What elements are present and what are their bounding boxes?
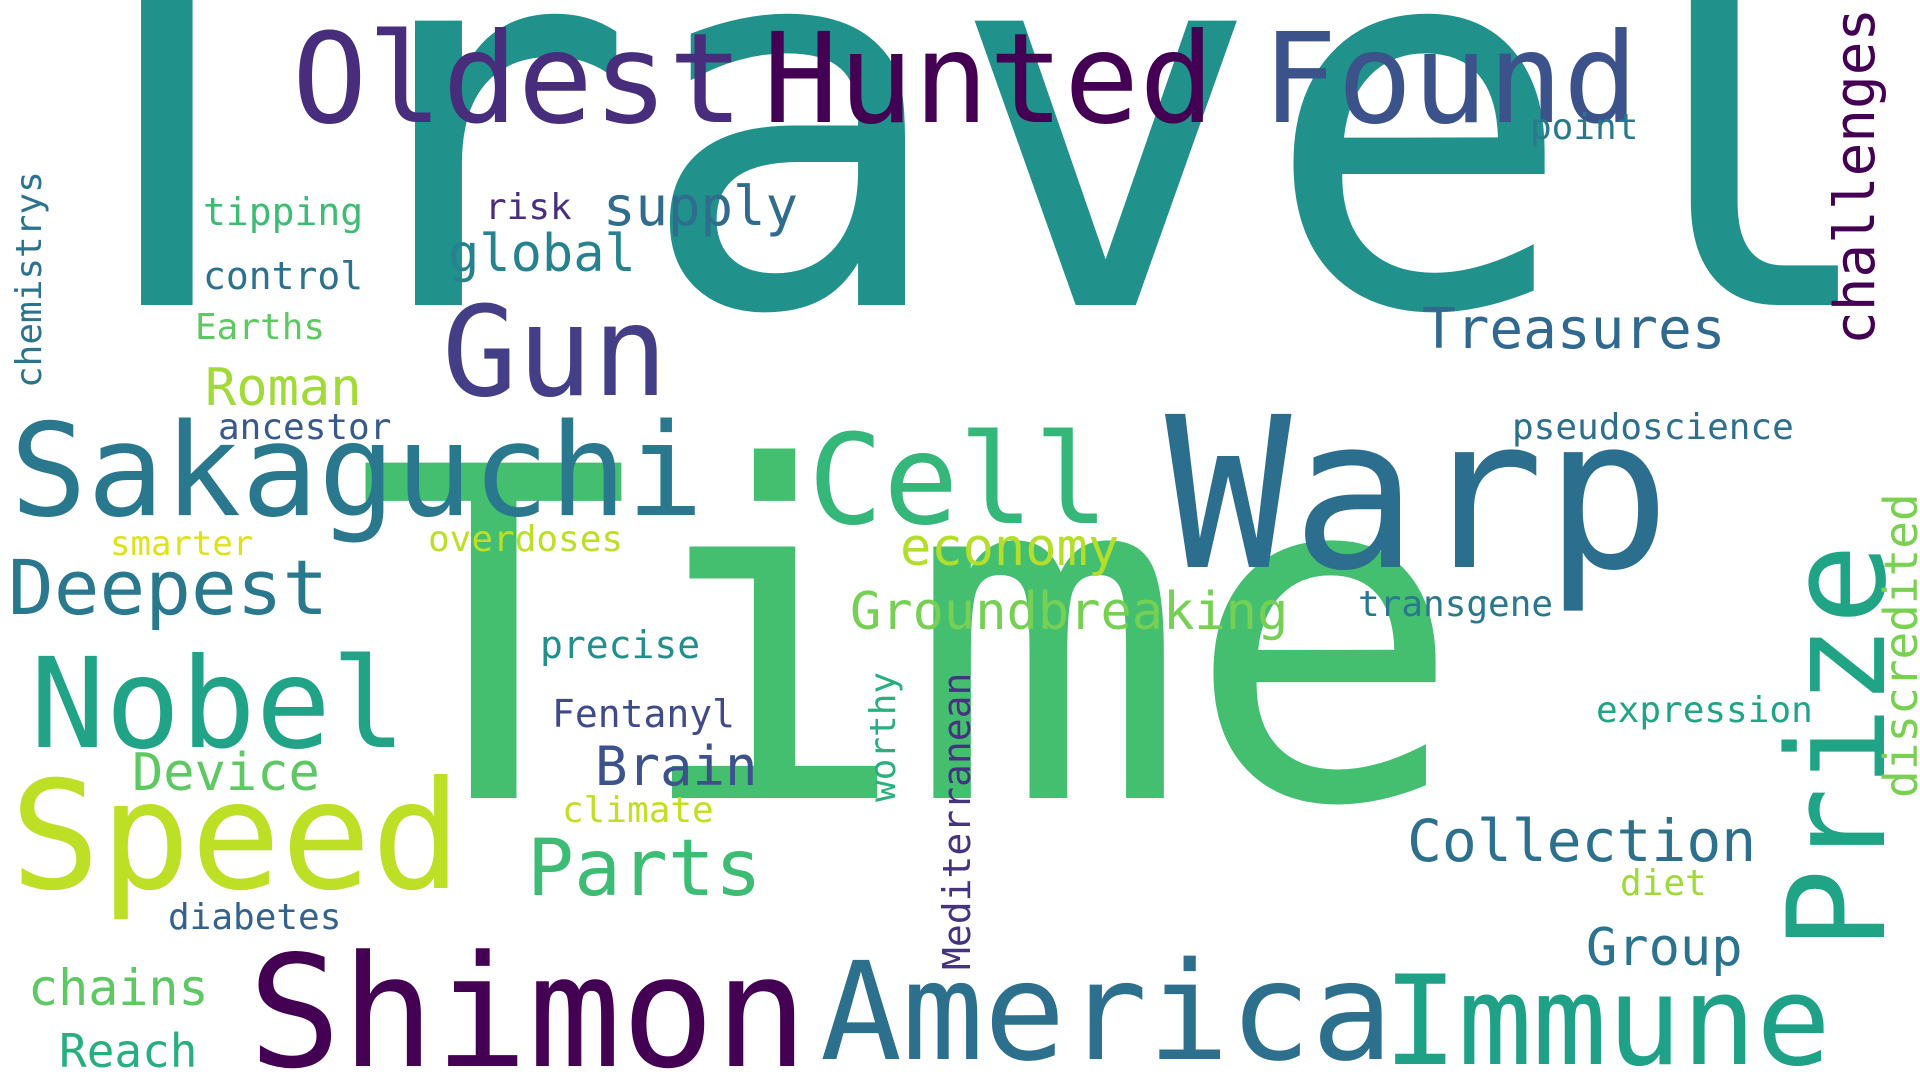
- word-gun: Gun: [442, 280, 668, 425]
- word-smarter: smarter: [110, 524, 254, 564]
- word-chains: chains: [28, 959, 209, 1017]
- word-roman: Roman: [205, 358, 362, 418]
- word-expression: expression: [1596, 690, 1813, 731]
- word-climate: climate: [562, 790, 714, 831]
- word-cell: Cell: [808, 408, 1110, 553]
- word-risk: risk: [485, 187, 572, 228]
- word-control: control: [203, 254, 364, 298]
- word-collection: Collection: [1407, 807, 1757, 875]
- word-ancestor: ancestor: [218, 407, 392, 448]
- word-group: Group: [1586, 918, 1743, 978]
- word-fentanyl: Fentanyl: [552, 692, 736, 736]
- word-tipping: tipping: [203, 190, 364, 234]
- word-discredited: discredited: [1874, 493, 1920, 798]
- word-hunted: Hunted: [763, 7, 1215, 152]
- word-supply: supply: [603, 175, 799, 238]
- word-chemistrys: chemistrys: [9, 171, 50, 388]
- word-challenges: challenges: [1823, 7, 1888, 345]
- word-shimon: Shimon: [248, 922, 808, 1080]
- word-found: Found: [1262, 7, 1639, 152]
- word-mediterranean: Mediterranean: [935, 672, 979, 970]
- word-transgene: transgene: [1358, 584, 1554, 625]
- word-global: global: [448, 224, 636, 284]
- word-parts: Parts: [527, 824, 762, 914]
- word-speed: Speed: [10, 750, 462, 924]
- word-sakaguchi: Sakaguchi: [10, 397, 704, 546]
- word-pseudoscience: pseudoscience: [1512, 407, 1794, 448]
- word-precise: precise: [540, 623, 701, 667]
- word-warp: Warp: [1165, 372, 1671, 617]
- word-deepest: Deepest: [8, 543, 329, 632]
- word-groundbreaking: Groundbreaking: [850, 582, 1289, 642]
- word-point: point: [1530, 107, 1639, 148]
- word-america: America: [820, 934, 1394, 1080]
- word-economy: economy: [900, 518, 1120, 578]
- word-overdoses: overdoses: [428, 519, 624, 560]
- word-nobel: Nobel: [30, 632, 407, 777]
- word-device: Device: [132, 743, 320, 803]
- word-oldest: Oldest: [292, 7, 744, 152]
- word-time: Time: [355, 372, 1463, 907]
- word-immune: Immune: [1383, 950, 1831, 1080]
- word-worthy: worthy: [863, 671, 904, 802]
- word-brain: Brain: [595, 735, 758, 798]
- word-diabetes: diabetes: [168, 897, 342, 938]
- word-travel: Travel: [10, 0, 1889, 428]
- word-reach: Reach: [59, 1024, 198, 1078]
- word-treasures: Treasures: [1422, 297, 1726, 362]
- word-earths: Earths: [195, 307, 326, 348]
- word-diet: diet: [1620, 863, 1707, 904]
